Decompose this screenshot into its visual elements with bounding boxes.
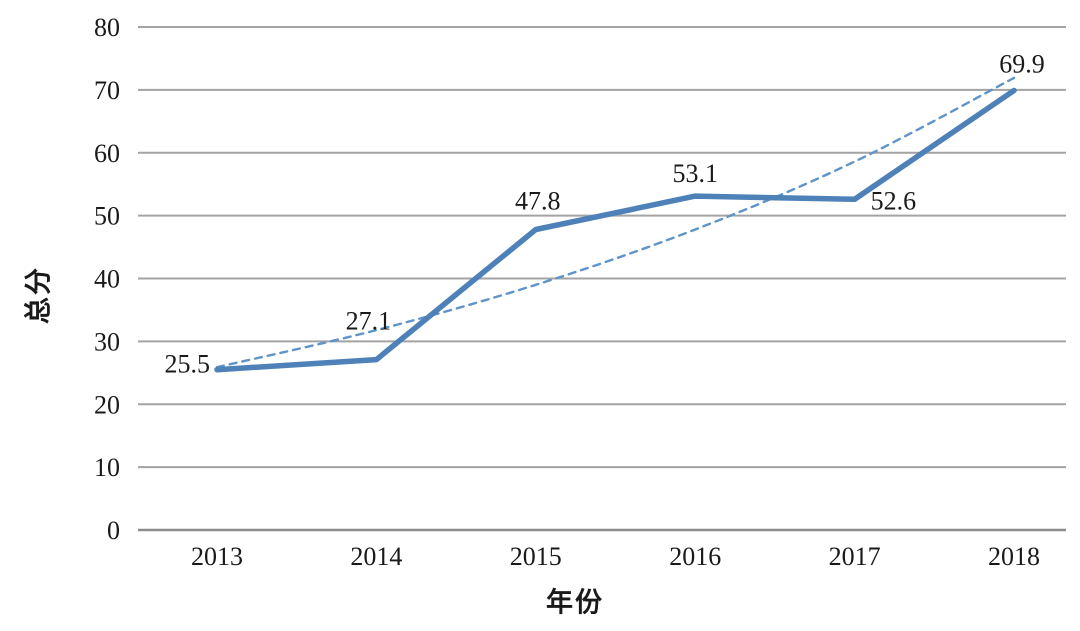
x-tick-label: 2017 (829, 542, 881, 571)
x-tick-label: 2016 (669, 542, 721, 571)
x-tick-label: 2014 (350, 542, 402, 571)
y-tick-label: 0 (107, 516, 120, 545)
data-label: 27.1 (346, 307, 392, 336)
x-axis-title: 年份 (546, 587, 604, 618)
series-line-trend (215, 76, 1016, 369)
data-label: 25.5 (165, 350, 211, 379)
data-label: 47.8 (515, 186, 561, 215)
y-tick-label: 50 (94, 202, 120, 231)
y-tick-label: 10 (94, 453, 120, 482)
y-tick-label: 60 (94, 139, 120, 168)
y-axis-title: 总分 (23, 266, 54, 324)
x-tick-label: 2015 (510, 542, 562, 571)
y-tick-label: 70 (94, 76, 120, 105)
data-label: 52.6 (871, 186, 917, 215)
y-tick-label: 40 (94, 265, 120, 294)
data-label: 53.1 (672, 159, 718, 188)
y-tick-label: 30 (94, 327, 120, 356)
series-line-score (214, 87, 1017, 373)
data-label: 69.9 (999, 50, 1045, 79)
y-tick-label: 80 (94, 13, 120, 42)
x-tick-label: 2018 (988, 542, 1040, 571)
x-tick-label: 2013 (191, 542, 243, 571)
y-tick-label: 20 (94, 390, 120, 419)
